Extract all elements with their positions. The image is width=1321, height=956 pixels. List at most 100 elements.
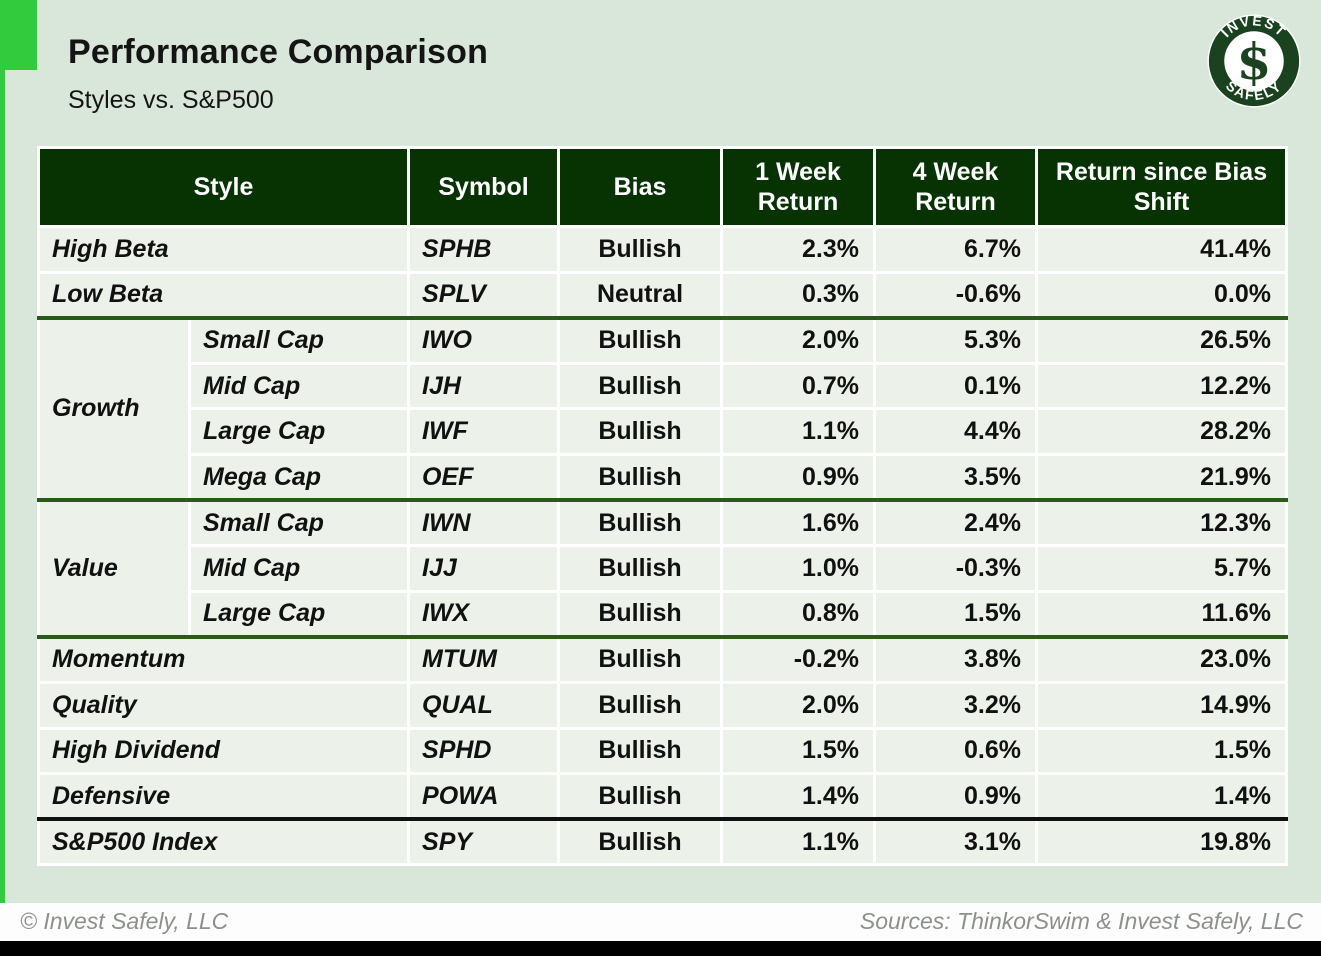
bias-cell: Bullish [557, 772, 724, 821]
return-4week-cell: 3.1% [873, 817, 1039, 867]
bias-cell: Bullish [557, 452, 724, 502]
table-row: High Beta SPHB Bullish 2.3% 6.7% 41.4% [36, 225, 1289, 274]
return-1week-cell: 1.5% [720, 726, 877, 776]
table-row: Growth Small Cap IWO Bullish 2.0% 5.3% 26.5% [37, 315, 1289, 502]
table-row: Mega Cap OEF Bullish 0.9% 3.5% 21.9% [39, 452, 1289, 502]
return-since-cell: 11.6% [1035, 589, 1289, 639]
return-since-cell: 1.4% [1035, 772, 1289, 821]
return-4week-cell: 6.7% [873, 225, 1039, 274]
col-header-return-since: Return since Bias Shift [1035, 146, 1289, 228]
return-since-cell: 0.0% [1035, 270, 1289, 320]
invest-safely-logo: INVEST SAFELY $ [1207, 13, 1301, 108]
return-since-cell: 12.3% [1035, 498, 1289, 548]
style-subcategory-cell: Mid Cap [187, 544, 411, 593]
return-since-cell: 1.5% [1035, 726, 1289, 776]
symbol-cell: SPLV [407, 270, 561, 320]
return-1week-cell: 2.0% [720, 315, 877, 365]
return-1week-cell: 2.0% [720, 680, 877, 730]
style-subcategory-cell: Small Cap [187, 315, 411, 365]
return-4week-cell: 3.8% [873, 634, 1039, 684]
return-1week-cell: 2.3% [720, 225, 877, 274]
symbol-cell: IJJ [407, 544, 561, 593]
return-4week-cell: -0.3% [873, 544, 1039, 593]
bottom-bar [0, 941, 1321, 956]
symbol-cell: OEF [407, 452, 561, 502]
return-4week-cell: 5.3% [873, 315, 1039, 365]
return-1week-cell: 1.1% [720, 407, 877, 456]
symbol-cell: IJH [407, 361, 561, 411]
return-since-cell: 5.7% [1035, 544, 1289, 593]
left-accent-strip [0, 0, 5, 941]
performance-table: Style Symbol Bias 1 Week Return 4 Week R… [36, 146, 1289, 867]
style-cell: High Dividend [36, 726, 411, 776]
bias-cell: Bullish [557, 361, 724, 411]
style-cell: Defensive [36, 772, 411, 821]
symbol-cell: IWO [407, 315, 561, 365]
style-cell: Low Beta [36, 270, 411, 320]
page-subtitle: Styles vs. S&P500 [68, 86, 274, 114]
return-4week-cell: 3.2% [873, 680, 1039, 730]
style-subcategory-cell: Large Cap [187, 589, 411, 639]
return-since-cell: 41.4% [1035, 225, 1289, 274]
logo-dollar-monogram: $ [1237, 32, 1272, 91]
return-1week-cell: 1.1% [720, 817, 877, 867]
table-row: Mid Cap IJH Bullish 0.7% 0.1% 12.2% [39, 361, 1289, 411]
footer-sources: Sources: ThinkorSwim & Invest Safely, LL… [859, 908, 1303, 934]
return-4week-cell: 0.6% [873, 726, 1039, 776]
symbol-cell: QUAL [407, 680, 561, 730]
table-row: Value Small Cap IWN Bullish 1.6% 2.4% 12.3% [37, 498, 1289, 639]
col-header-style: Style [36, 146, 411, 228]
symbol-cell: IWX [407, 589, 561, 639]
style-group-cell: Growth [37, 315, 191, 502]
bias-cell: Bullish [557, 634, 724, 684]
bias-cell: Bullish [557, 817, 724, 867]
return-1week-cell: -0.2% [720, 634, 877, 684]
page-title: Performance Comparison [68, 33, 489, 71]
return-4week-cell: 2.4% [873, 498, 1039, 548]
col-header-symbol: Symbol [407, 146, 561, 228]
return-4week-cell: 3.5% [873, 452, 1039, 502]
return-1week-cell: 0.8% [720, 589, 877, 639]
return-1week-cell: 1.6% [720, 498, 877, 548]
col-header-1week: 1 Week Return [720, 146, 877, 228]
return-4week-cell: 4.4% [873, 407, 1039, 456]
table-row: Quality QUAL Bullish 2.0% 3.2% 14.9% [36, 680, 1289, 730]
return-1week-cell: 0.3% [720, 270, 877, 320]
bias-cell: Bullish [557, 315, 724, 365]
col-header-4week: 4 Week Return [873, 146, 1039, 228]
table-row: Large Cap IWX Bullish 0.8% 1.5% 11.6% [39, 589, 1289, 639]
return-4week-cell: 0.1% [873, 361, 1039, 411]
symbol-cell: SPY [407, 817, 561, 867]
bias-cell: Bullish [557, 407, 724, 456]
bias-cell: Bullish [557, 498, 724, 548]
return-4week-cell: 0.9% [873, 772, 1039, 821]
return-since-cell: 26.5% [1035, 315, 1289, 365]
symbol-cell: MTUM [407, 634, 561, 684]
style-cell: Quality [36, 680, 411, 730]
table-row: High Dividend SPHD Bullish 1.5% 0.6% 1.5% [36, 726, 1289, 776]
return-1week-cell: 1.0% [720, 544, 877, 593]
style-subcategory-cell: Large Cap [187, 407, 411, 456]
footer-band: © Invest Safely, LLC Sources: ThinkorSwi… [0, 903, 1321, 941]
table-row: Defensive POWA Bullish 1.4% 0.9% 1.4% [36, 772, 1289, 821]
col-header-bias: Bias [557, 146, 724, 228]
style-subcategory-cell: Small Cap [187, 498, 411, 548]
return-4week-cell: -0.6% [873, 270, 1039, 320]
return-since-cell: 12.2% [1035, 361, 1289, 411]
return-since-cell: 28.2% [1035, 407, 1289, 456]
symbol-cell: IWN [407, 498, 561, 548]
symbol-cell: IWF [407, 407, 561, 456]
return-since-cell: 14.9% [1035, 680, 1289, 730]
return-1week-cell: 0.7% [720, 361, 877, 411]
symbol-cell: SPHD [407, 726, 561, 776]
return-since-cell: 19.8% [1035, 817, 1289, 867]
footer-copyright: © Invest Safely, LLC [20, 908, 229, 934]
symbol-cell: SPHB [407, 225, 561, 274]
table-row: Momentum MTUM Bullish -0.2% 3.8% 23.0% [36, 634, 1289, 684]
bias-cell: Bullish [557, 726, 724, 776]
bias-cell: Bullish [557, 589, 724, 639]
style-subcategory-cell: Mid Cap [187, 361, 411, 411]
style-group-cell: Value [37, 498, 191, 639]
bias-cell: Bullish [557, 225, 724, 274]
bias-cell: Bullish [557, 544, 724, 593]
